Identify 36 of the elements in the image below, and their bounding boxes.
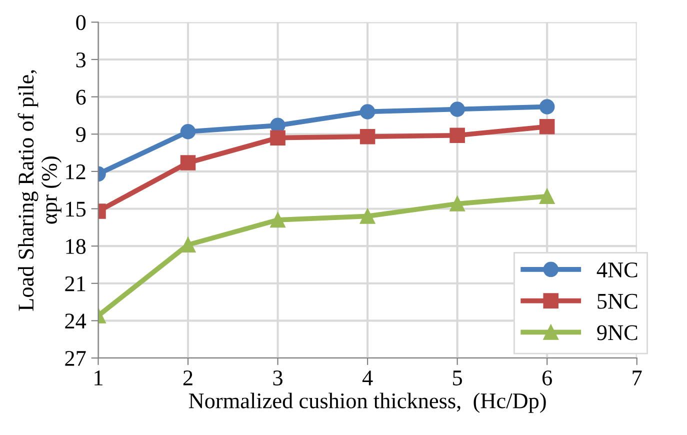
point bbox=[539, 119, 555, 134]
x-tick-label: 6 bbox=[542, 370, 552, 386]
y-tick-label: 21 bbox=[65, 276, 86, 292]
y-tick-label: 24 bbox=[65, 314, 86, 328]
x-tick-label: 1 bbox=[94, 370, 102, 386]
y-tick-label: 18 bbox=[66, 238, 86, 254]
x-axis-title: Normalized cushion thickness, (Hc/Dp) bbox=[188, 392, 546, 413]
x-tick-label: 5 bbox=[453, 370, 462, 386]
point bbox=[539, 188, 555, 204]
point bbox=[450, 128, 465, 144]
y-tick-label: 15 bbox=[66, 202, 86, 217]
point bbox=[360, 208, 376, 224]
x-tick-label: 3 bbox=[273, 370, 282, 386]
point bbox=[270, 130, 286, 146]
y-axis-title: Load Sharing Ratio of pile, αpr (%) bbox=[18, 70, 62, 311]
point bbox=[360, 128, 376, 144]
legend-label: 4NC bbox=[596, 262, 638, 278]
y-tick-label: 9 bbox=[76, 127, 86, 142]
y-tick-label: 27 bbox=[65, 351, 86, 366]
point bbox=[539, 99, 555, 114]
x-tick-label: 2 bbox=[183, 370, 192, 386]
point bbox=[180, 155, 196, 170]
x-tick-label: 7 bbox=[632, 370, 642, 386]
point bbox=[360, 104, 376, 120]
point bbox=[180, 237, 196, 252]
x-tick-label: 4 bbox=[362, 370, 373, 386]
legend-label: 9NC bbox=[597, 325, 638, 340]
point bbox=[450, 102, 465, 117]
y-tick-label: 6 bbox=[76, 90, 86, 105]
point bbox=[270, 212, 286, 228]
point bbox=[180, 124, 196, 140]
legend-label: 5NC bbox=[598, 294, 638, 309]
y-tick-label: 3 bbox=[76, 52, 86, 68]
point bbox=[450, 196, 465, 212]
y-tick-label: 12 bbox=[66, 164, 86, 180]
y-tick-label: 0 bbox=[76, 15, 86, 30]
